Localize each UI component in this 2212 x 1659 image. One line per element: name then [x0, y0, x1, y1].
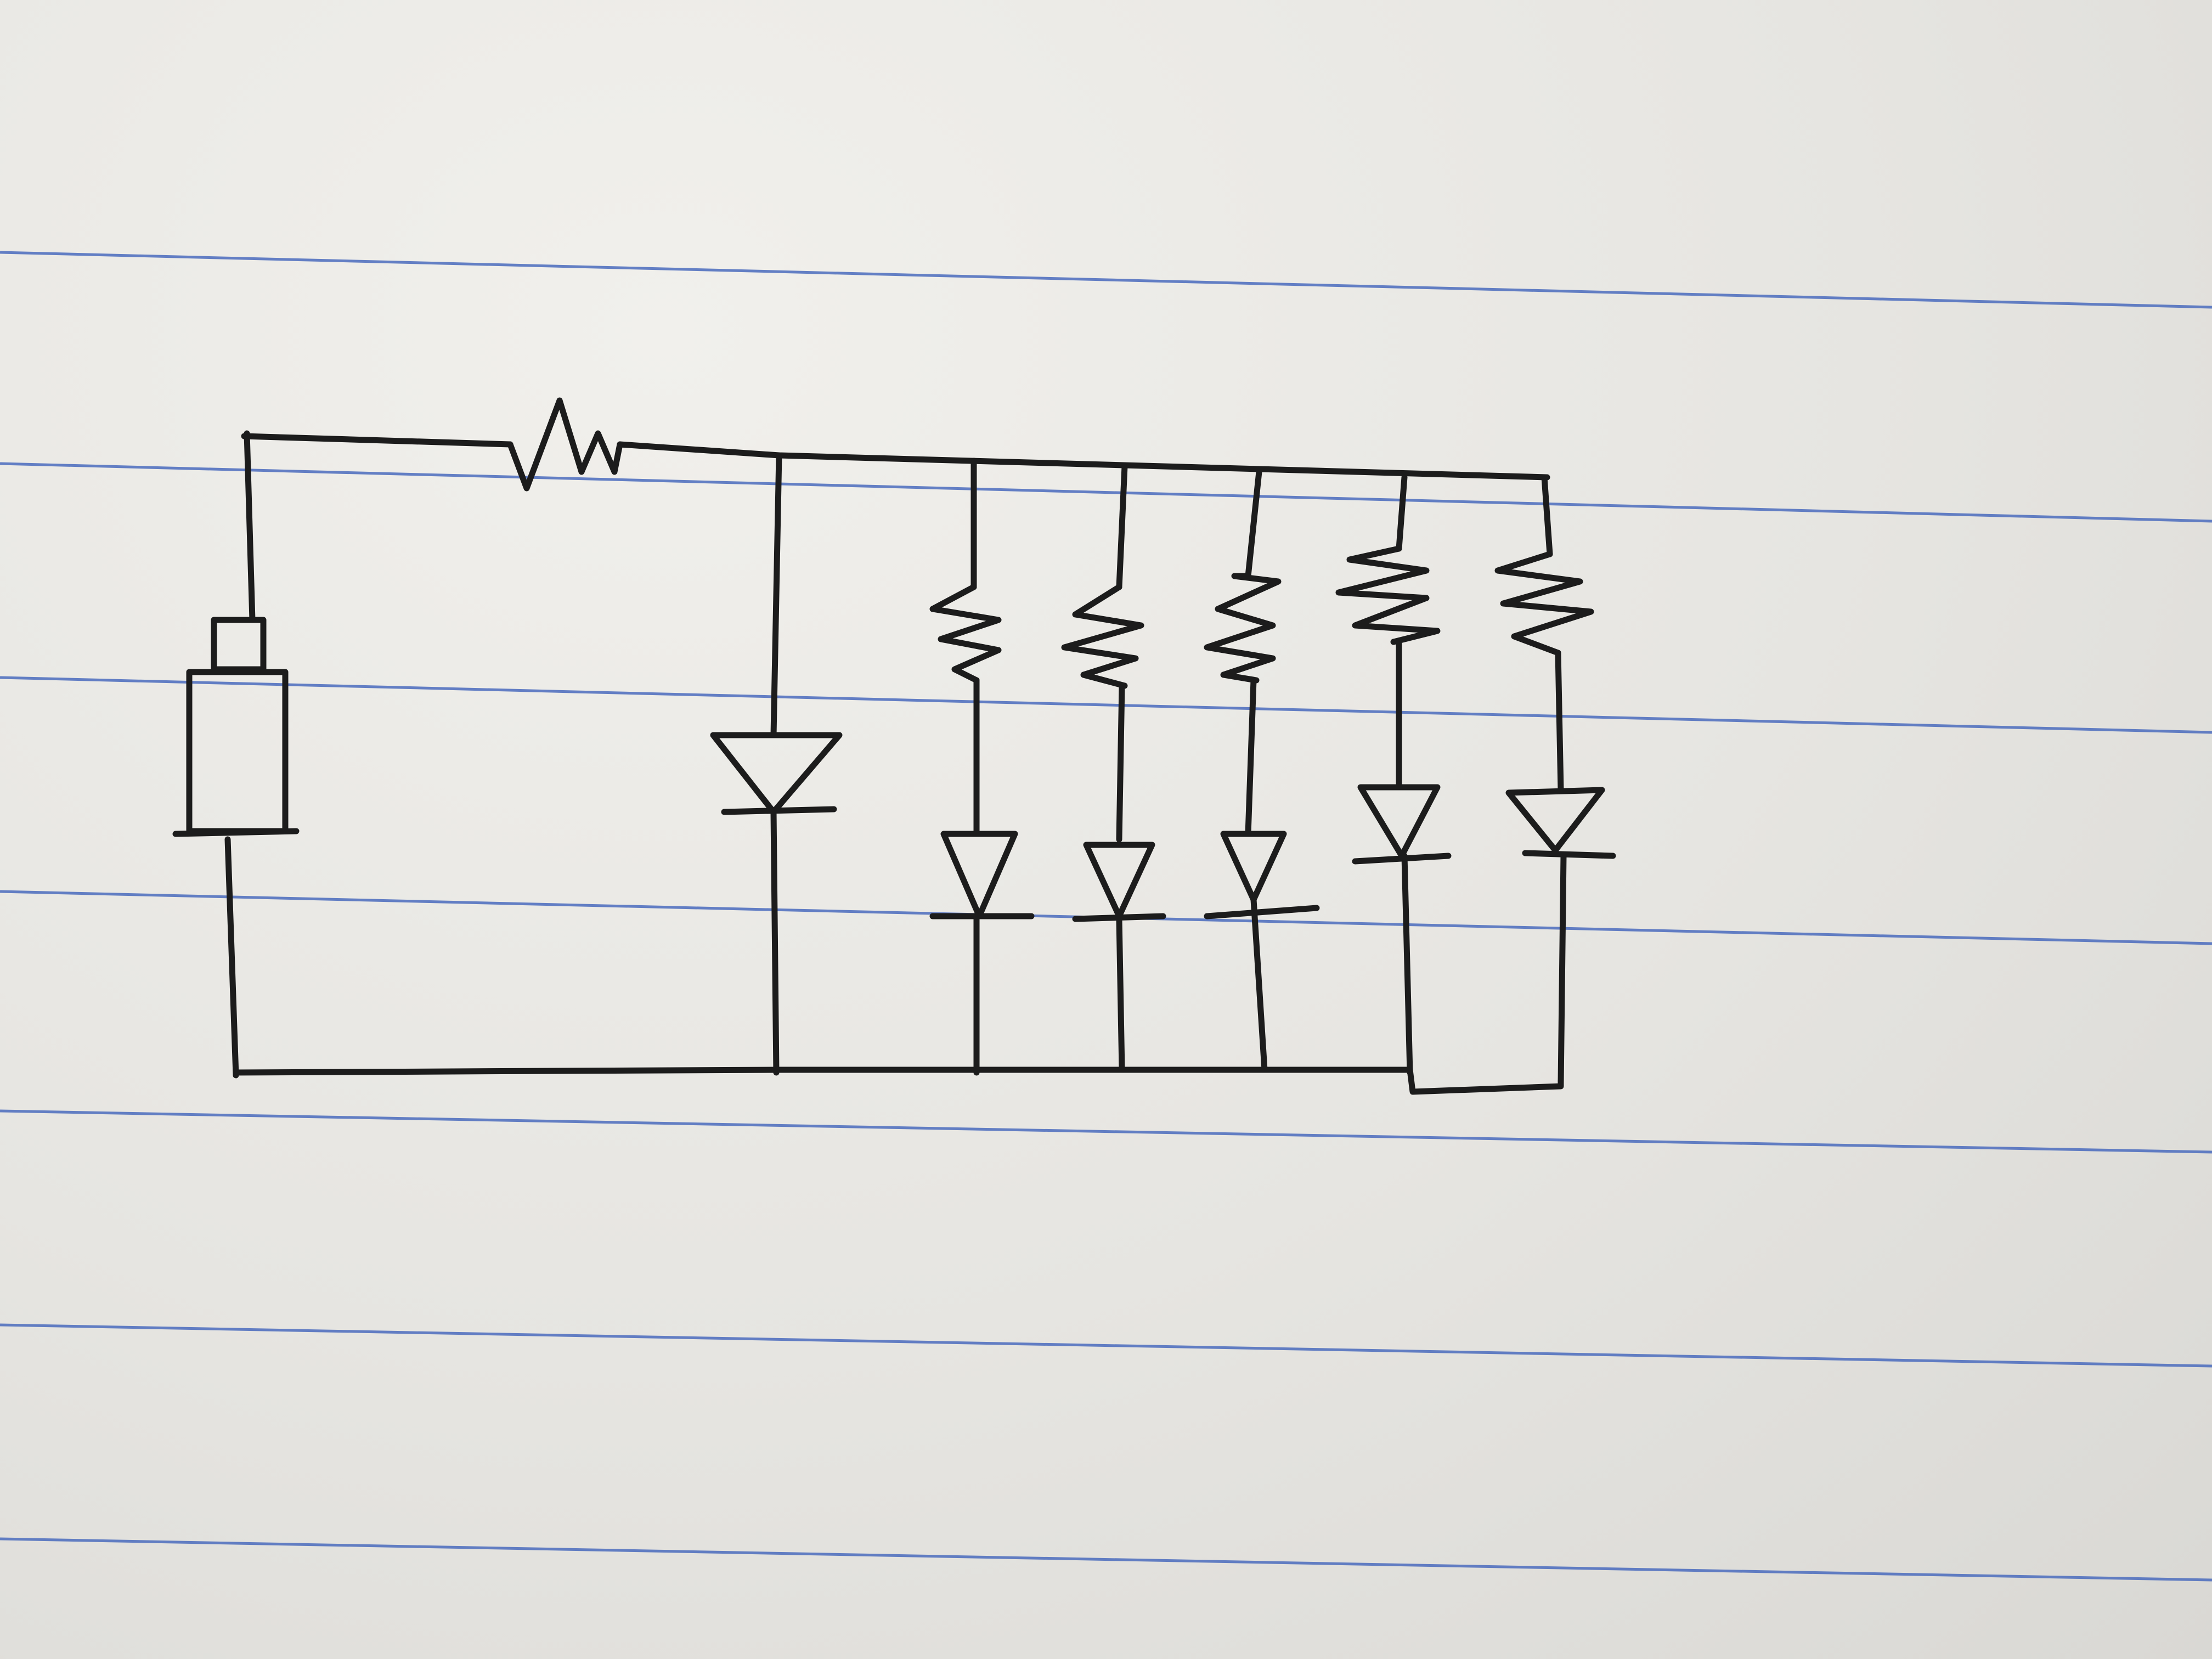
- rule-line: [0, 251, 2212, 309]
- branch-wire-bottom: [1116, 916, 1125, 1073]
- branch-wire-bottom: [1250, 896, 1268, 1073]
- ruled-lines: [0, 251, 2212, 1582]
- left-vertical-wire-upper: [244, 430, 256, 623]
- diode-bar: [721, 806, 837, 815]
- branch-wire-top: [1396, 474, 1408, 552]
- diode-triangle: [710, 732, 843, 815]
- rule-line: [0, 1537, 2212, 1582]
- main-loop-wires: [224, 430, 1564, 1095]
- branch-wire-top: [1541, 474, 1553, 557]
- diode-bar: [1204, 905, 1320, 919]
- resistor-diode-branch: [1204, 469, 1320, 1073]
- resistor-diode-branch: [1494, 474, 1616, 1087]
- resistor-diode-branch: [1335, 474, 1452, 1076]
- diode-bar: [1522, 850, 1616, 859]
- battery: [172, 617, 300, 837]
- branch-wire-top: [1245, 469, 1262, 579]
- branch-wire-mid: [1245, 677, 1257, 837]
- battery-base-line: [172, 828, 300, 837]
- diode-triangle: [1220, 831, 1287, 903]
- diode-triangle: [1357, 784, 1441, 859]
- branch-wire-bottom: [1401, 853, 1413, 1076]
- rule-line: [0, 676, 2212, 734]
- rule-line: [0, 1323, 2212, 1368]
- branch-resistor: [1335, 545, 1441, 645]
- branch-resistor: [1204, 573, 1282, 684]
- diode-triangle: [940, 831, 1018, 919]
- branch-wire-bottom: [770, 809, 780, 1076]
- branch-wire-top: [770, 452, 782, 738]
- branch-resistor: [1494, 551, 1594, 656]
- rule-line: [0, 462, 2212, 523]
- rule-line: [0, 1109, 2212, 1154]
- bottom-rail-last-jog: [1407, 1066, 1564, 1095]
- branch-resistor: [1061, 584, 1144, 689]
- top-left-wire: [241, 433, 514, 448]
- branch-wire-mid: [1116, 682, 1125, 843]
- diode-triangle: [1505, 787, 1605, 854]
- battery-body: [186, 669, 289, 834]
- branch-wire-bottom: [1558, 853, 1567, 1087]
- bottom-rail: [233, 1066, 1413, 1076]
- diode-triangle: [1083, 842, 1155, 919]
- resistor-diode-branch: [1061, 463, 1166, 1073]
- top-rail: [617, 441, 1550, 481]
- branch-wire-mid: [1555, 650, 1564, 793]
- series-resistor: [507, 397, 623, 492]
- branch-wire-top: [1116, 463, 1128, 590]
- battery-cap: [211, 617, 267, 673]
- resistor-diode-branch: [929, 458, 1035, 1076]
- standalone-diode-branch: [710, 452, 843, 1076]
- branch-resistor: [929, 584, 1002, 684]
- left-vertical-wire-lower: [224, 836, 239, 1079]
